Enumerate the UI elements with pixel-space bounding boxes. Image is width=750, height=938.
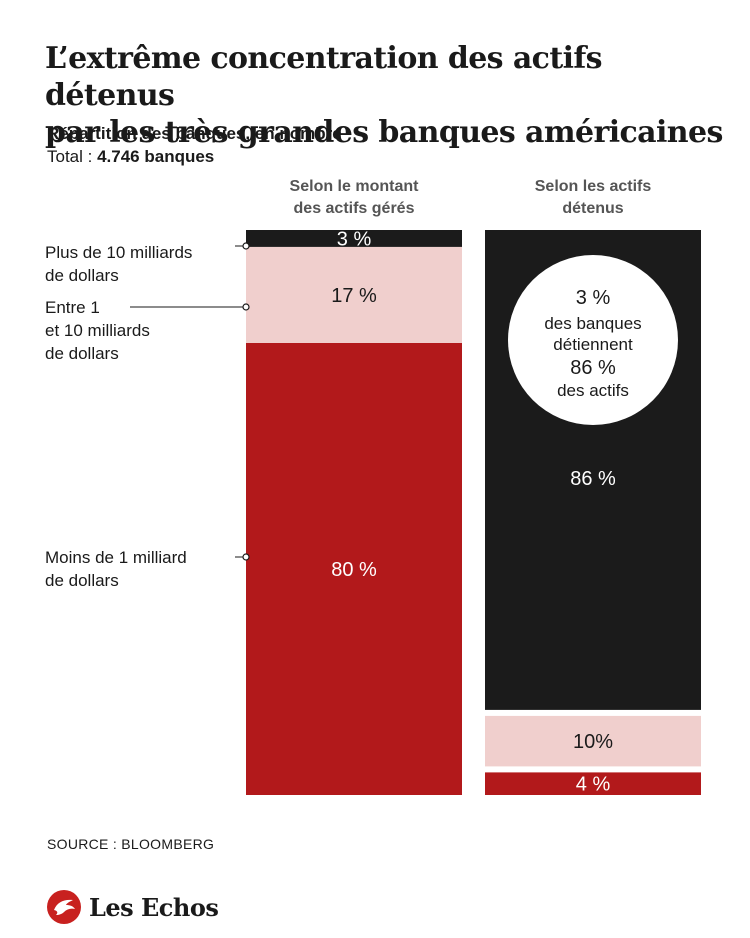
legend-label: Moins de 1 milliard (45, 548, 187, 567)
data-label: 86 % (570, 468, 616, 490)
callout-circle (508, 255, 678, 425)
chart-title: L’extrême concentration des actifs déten… (45, 40, 735, 151)
legend-label: Entre 1 (45, 298, 100, 317)
callout-text: 3 % (576, 287, 611, 309)
leader-dot (242, 242, 250, 250)
data-label: 4 % (576, 774, 611, 796)
chart-subtitle: Répartition des banques, en nombre (47, 124, 342, 143)
callout-text: 86 % (570, 357, 616, 379)
bar-segment (246, 230, 462, 247)
callout-text: des actifs (557, 381, 629, 400)
column-heading-assets-managed: Selon le montant des actifs gérés (246, 176, 462, 220)
total-label: Total : (47, 147, 98, 166)
column-heading-line: Selon les actifs (534, 178, 652, 195)
data-label: 17 % (331, 285, 377, 307)
callout-text: détiennent (553, 335, 633, 354)
legend-label: Plus de 10 milliards (45, 243, 192, 262)
logo-wordmark: Les Echos (89, 892, 219, 922)
data-label: 3 % (337, 228, 372, 250)
logo-emblem-icon (47, 890, 81, 924)
legend-label: de dollars (45, 266, 119, 285)
les-echos-logo: Les Echos (47, 889, 219, 925)
column-heading-line: Selon le montant (289, 178, 419, 195)
data-label: 10% (573, 731, 613, 753)
total-line: Total : 4.746 banques (47, 147, 214, 167)
leader-dot (242, 303, 250, 311)
bar-segment (246, 343, 462, 795)
leader-dot (242, 553, 250, 561)
column-heading-line: des actifs gérés (293, 200, 415, 217)
legend-label: de dollars (45, 571, 119, 590)
bar-segment (485, 772, 701, 795)
bar-segment (246, 246, 462, 343)
source-note: SOURCE : BLOOMBERG (47, 836, 215, 852)
data-label: 80 % (331, 559, 377, 581)
total-value: 4.746 banques (97, 147, 215, 166)
column-heading-line: détenus (562, 200, 624, 217)
legend-label: et 10 milliards (45, 321, 150, 340)
chart-title-line-2: par les très grandes banques américaines (45, 115, 723, 150)
legend-label: de dollars (45, 344, 119, 363)
column-heading-assets-held: Selon les actifs détenus (485, 176, 701, 220)
bar-segment (485, 715, 701, 767)
callout-text: des banques (544, 314, 641, 333)
chart-title-line-1: L’extrême concentration des actifs déten… (45, 41, 603, 113)
